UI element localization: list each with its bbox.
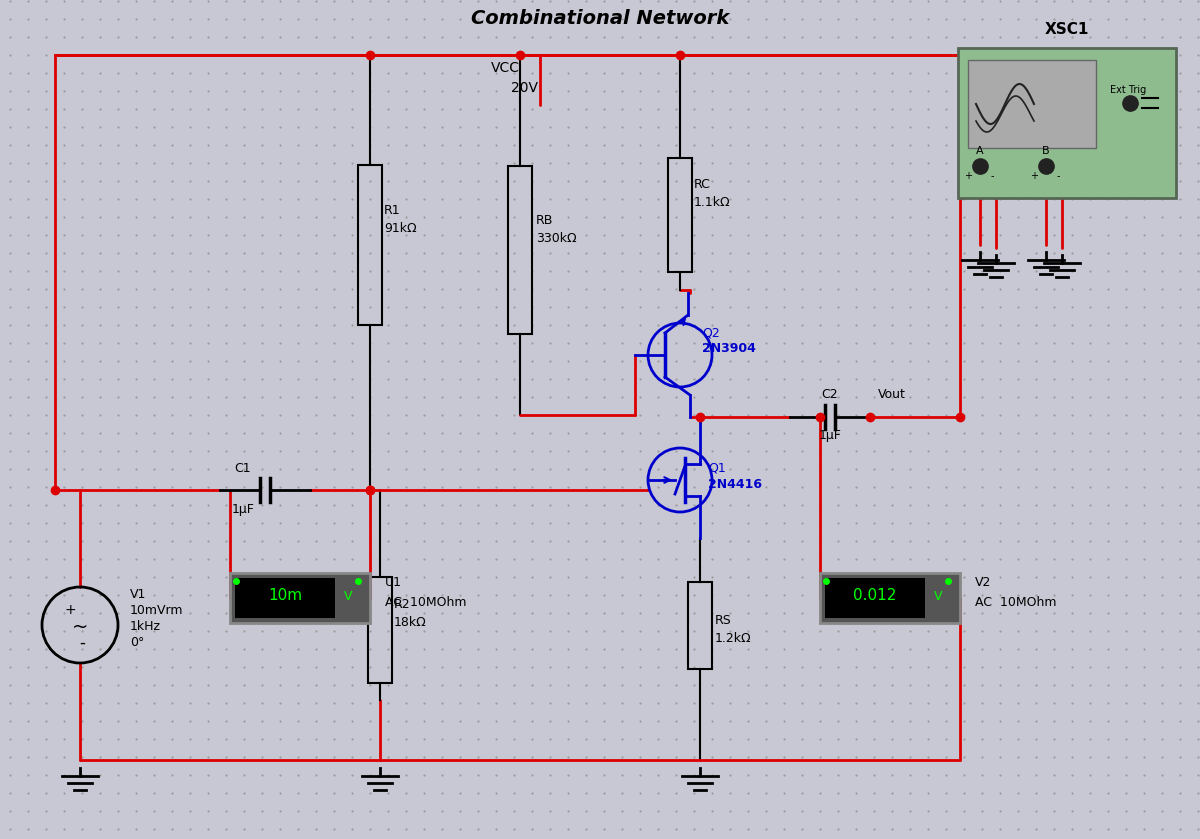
Text: 2N4416: 2N4416 <box>708 477 762 491</box>
Text: 10mVrm: 10mVrm <box>130 605 184 618</box>
Text: 1μF: 1μF <box>818 429 841 441</box>
Text: Q1: Q1 <box>708 461 726 475</box>
Text: 330kΩ: 330kΩ <box>536 232 577 244</box>
Bar <box>688 581 712 670</box>
Text: -: - <box>990 171 994 181</box>
Text: +: + <box>1030 171 1038 181</box>
Text: V: V <box>343 590 353 602</box>
Text: 1kHz: 1kHz <box>130 621 161 633</box>
Text: Combinational Network: Combinational Network <box>470 8 730 28</box>
Text: C1: C1 <box>235 461 251 475</box>
FancyBboxPatch shape <box>820 573 960 623</box>
Text: 1.2kΩ: 1.2kΩ <box>715 632 751 644</box>
Text: V2: V2 <box>974 576 991 588</box>
FancyBboxPatch shape <box>235 578 335 618</box>
Text: 0°: 0° <box>130 637 144 649</box>
Text: 91kΩ: 91kΩ <box>384 221 416 234</box>
Text: U1: U1 <box>385 576 402 588</box>
Text: 1μF: 1μF <box>232 503 254 517</box>
Text: -: - <box>79 634 85 652</box>
Text: 0.012: 0.012 <box>853 588 896 603</box>
Bar <box>368 576 392 683</box>
Text: 18kΩ: 18kΩ <box>394 617 427 629</box>
Text: -: - <box>1056 171 1060 181</box>
Text: +: + <box>964 171 972 181</box>
Text: Q2: Q2 <box>702 326 720 340</box>
Text: A: A <box>976 146 984 156</box>
Text: VCC: VCC <box>491 61 520 75</box>
Bar <box>508 166 532 334</box>
Text: 10m: 10m <box>268 588 302 603</box>
Text: V: V <box>934 590 942 602</box>
Text: RC: RC <box>694 179 710 191</box>
FancyBboxPatch shape <box>958 48 1176 198</box>
Text: R1: R1 <box>384 204 401 216</box>
Text: ~: ~ <box>72 618 88 637</box>
Text: RS: RS <box>715 613 732 627</box>
FancyBboxPatch shape <box>230 573 370 623</box>
Text: B: B <box>1042 146 1050 156</box>
FancyBboxPatch shape <box>826 578 925 618</box>
Text: Vout: Vout <box>878 388 906 402</box>
Text: 20V: 20V <box>511 81 539 95</box>
Bar <box>358 165 382 325</box>
Text: 1.1kΩ: 1.1kΩ <box>694 196 731 210</box>
FancyBboxPatch shape <box>968 60 1096 148</box>
Text: V1: V1 <box>130 588 146 602</box>
Text: XSC1: XSC1 <box>1045 23 1090 38</box>
Text: C2: C2 <box>822 388 839 402</box>
Bar <box>668 158 692 272</box>
Text: RB: RB <box>536 213 553 227</box>
Text: +: + <box>64 603 76 617</box>
Text: Ext Trig: Ext Trig <box>1110 85 1146 95</box>
Text: 2N3904: 2N3904 <box>702 342 756 356</box>
Text: R2: R2 <box>394 598 410 612</box>
Text: AC  10MOhm: AC 10MOhm <box>385 596 467 608</box>
Text: AC  10MOhm: AC 10MOhm <box>974 596 1056 608</box>
